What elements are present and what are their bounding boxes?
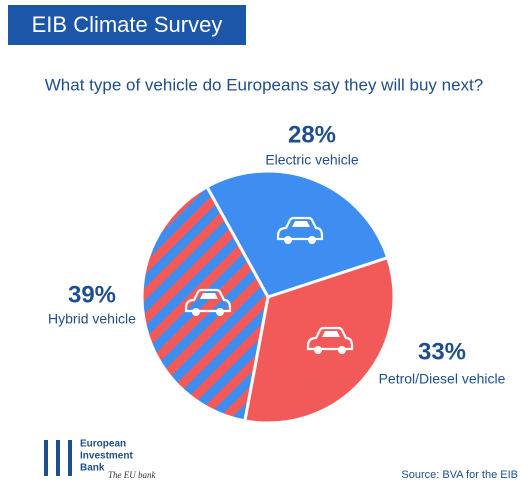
category-label: Hybrid vehicle bbox=[48, 311, 136, 327]
chart-title: EIB Climate Survey bbox=[32, 12, 223, 37]
car-window bbox=[292, 221, 310, 227]
car-body bbox=[184, 288, 232, 313]
pie-slice bbox=[140, 184, 270, 423]
logo-bar bbox=[44, 440, 48, 476]
car-wheel bbox=[192, 308, 200, 316]
car-window bbox=[322, 331, 340, 337]
car-wheel bbox=[338, 346, 346, 354]
logo: European Investment Bank The EU bank bbox=[44, 439, 156, 480]
car-wheel bbox=[308, 236, 316, 244]
title-box bbox=[8, 5, 246, 45]
logo-text: European bbox=[80, 439, 126, 450]
car-icon bbox=[276, 216, 324, 244]
pie-slice bbox=[243, 255, 396, 425]
car-body bbox=[306, 326, 354, 351]
value-label: 28% bbox=[288, 121, 336, 148]
car-wheel bbox=[216, 308, 224, 316]
chart-subtitle: What type of vehicle do Europeans say th… bbox=[45, 75, 483, 94]
logo-text: Bank bbox=[80, 463, 105, 474]
car-icon bbox=[184, 288, 232, 316]
tagline: The EU bank bbox=[108, 470, 156, 480]
car-icon bbox=[306, 326, 354, 354]
logo-text: Investment bbox=[80, 451, 133, 462]
car-wheel bbox=[314, 346, 322, 354]
category-label: Petrol/Diesel vehicle bbox=[379, 371, 506, 387]
car-wheel bbox=[284, 236, 292, 244]
logo-bar bbox=[68, 440, 72, 476]
source: Source: BVA for the EIB bbox=[401, 469, 518, 481]
value-label: 33% bbox=[418, 338, 466, 365]
category-label: Electric vehicle bbox=[265, 152, 359, 168]
value-label: 39% bbox=[68, 281, 116, 308]
logo-bar bbox=[56, 440, 60, 476]
car-window bbox=[200, 293, 218, 299]
car-body bbox=[276, 216, 324, 241]
